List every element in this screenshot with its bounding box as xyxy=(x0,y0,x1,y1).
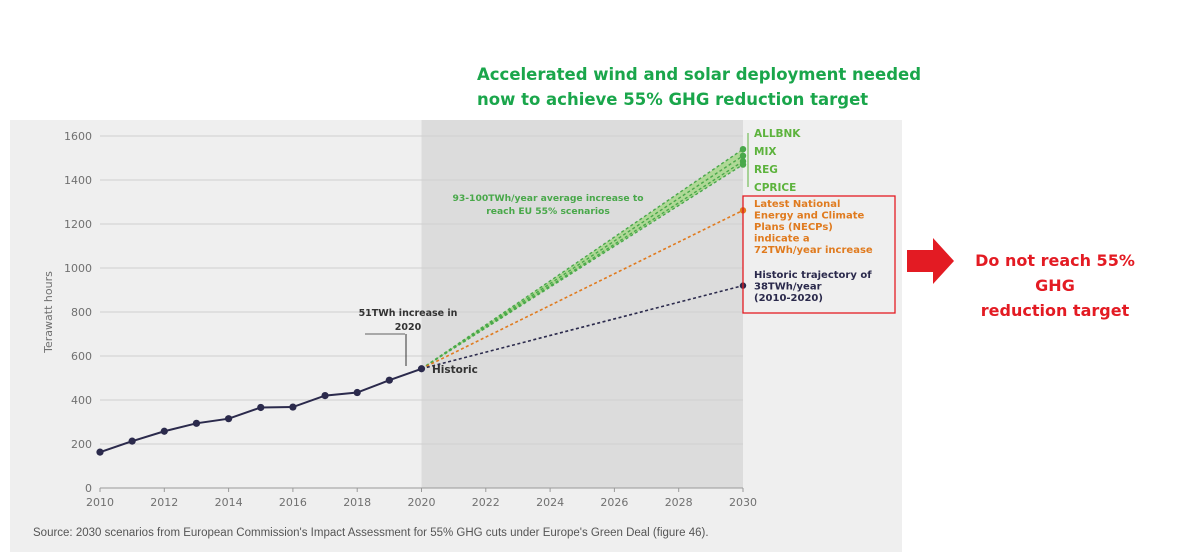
scenario-line-allbnk xyxy=(421,148,744,370)
historic-label: Historic xyxy=(432,364,478,376)
scenario-line-mix xyxy=(421,155,744,370)
x-tick-label: 2010 xyxy=(86,496,114,509)
scenario-range-label: 93-100TWh/year average increase to reach … xyxy=(452,193,643,217)
headline-line-2: now to achieve 55% GHG reduction target xyxy=(477,90,869,109)
trajectory-label-line: (2010-2020) xyxy=(754,293,823,304)
y-axis-label: Terawatt hours xyxy=(42,271,55,354)
scenario-range-label-line: reach EU 55% scenarios xyxy=(486,206,610,217)
historic-point xyxy=(225,415,233,423)
callout-line-1: Do not reach 55% GHG xyxy=(975,251,1135,295)
scenario-label-reg: REG xyxy=(754,164,778,176)
increase-2020-label-line: 51TWh increase in xyxy=(359,308,458,319)
historic-point xyxy=(192,419,201,427)
y-tick-label: 200 xyxy=(71,438,92,451)
x-tick-label: 2012 xyxy=(150,496,178,509)
necp-label-line: indicate a xyxy=(754,234,810,245)
historic-point xyxy=(385,376,393,384)
headline-line-1: Accelerated wind and solar deployment ne… xyxy=(477,65,922,84)
necp-label: Latest National Energy and Climate Plans (… xyxy=(754,199,873,256)
red-right-arrow-icon xyxy=(907,238,954,284)
scenario-endpoint xyxy=(739,161,747,168)
y-tick-label: 1600 xyxy=(64,130,92,143)
historic-point xyxy=(417,365,426,373)
x-tick-label: 2018 xyxy=(343,496,371,509)
y-tick-label: 1000 xyxy=(64,262,92,275)
historic-point xyxy=(257,403,265,412)
historic-point xyxy=(289,403,297,411)
y-tick-label: 600 xyxy=(71,350,92,363)
historic-point xyxy=(128,437,136,445)
scenario-label-cprice: CPRICE xyxy=(754,182,796,194)
increase-2020-label: 51TWh increase in 2020 xyxy=(359,308,458,333)
scenario-endpoint xyxy=(739,152,747,159)
scenario-label-allbnk: ALLBNK xyxy=(754,128,801,140)
necp-label-line: 72TWh/year increase xyxy=(754,245,873,256)
trajectory-label-line: Historic trajectory of xyxy=(754,270,872,281)
x-tick-labels: 2010 2012 2014 2016 2018 2020 2022 2024 2026 2028… xyxy=(86,488,757,509)
scenario-range-label-line: 93-100TWh/year average increase to xyxy=(452,193,643,204)
historic-point xyxy=(96,448,104,456)
x-tick-label: 2016 xyxy=(279,496,307,509)
callout-line-2: reduction target xyxy=(980,301,1130,320)
annotations: ALLBNK MIX REG CPRICE Latest National Energy … xyxy=(359,128,873,376)
data-points xyxy=(96,146,747,456)
x-tick-label: 2014 xyxy=(215,496,243,509)
necp-label-line: Energy and Climate xyxy=(754,211,864,222)
source-note: Source: 2030 scenarios from European Com… xyxy=(33,527,709,539)
y-tick-label: 1400 xyxy=(64,174,92,187)
x-tick-label: 2026 xyxy=(600,496,628,509)
y-tick-label: 0 xyxy=(85,482,92,495)
x-tick-label: 2022 xyxy=(472,496,500,509)
scenario-line-cprice xyxy=(421,164,744,370)
scenario-label-mix: MIX xyxy=(754,146,776,158)
headline: Accelerated wind and solar deployment ne… xyxy=(477,62,937,112)
necp-label-line: Plans (NECPs) xyxy=(754,222,833,233)
x-tick-label: 2020 xyxy=(408,496,436,509)
y-tick-label: 400 xyxy=(71,394,92,407)
y-tick-label: 800 xyxy=(71,306,92,319)
x-tick-label: 2028 xyxy=(665,496,693,509)
historic-point xyxy=(160,427,168,435)
trajectory-label-line: 38TWh/year xyxy=(754,282,822,293)
historic-point xyxy=(353,388,361,397)
necp-line xyxy=(421,209,744,370)
necp-highlight-box xyxy=(742,195,896,314)
necp-label-line: Latest National xyxy=(754,199,840,210)
callout-text: Do not reach 55% GHG reduction target xyxy=(955,248,1155,323)
historic-trajectory-line xyxy=(421,284,744,370)
trajectory-label: Historic trajectory of 38TWh/year (2010-20… xyxy=(754,270,872,304)
projection-shaded-area xyxy=(421,120,743,488)
y-tick-label: 1200 xyxy=(64,218,92,231)
x-tick-label: 2030 xyxy=(729,496,757,509)
historic-point xyxy=(321,392,329,400)
y-tick-labels: 0 200 400 600 800 1000 1200 1400 1600 xyxy=(64,130,92,495)
x-tick-label: 2024 xyxy=(536,496,564,509)
scenario-endpoint xyxy=(739,146,747,153)
increase-2020-label-line: 2020 xyxy=(395,322,422,333)
